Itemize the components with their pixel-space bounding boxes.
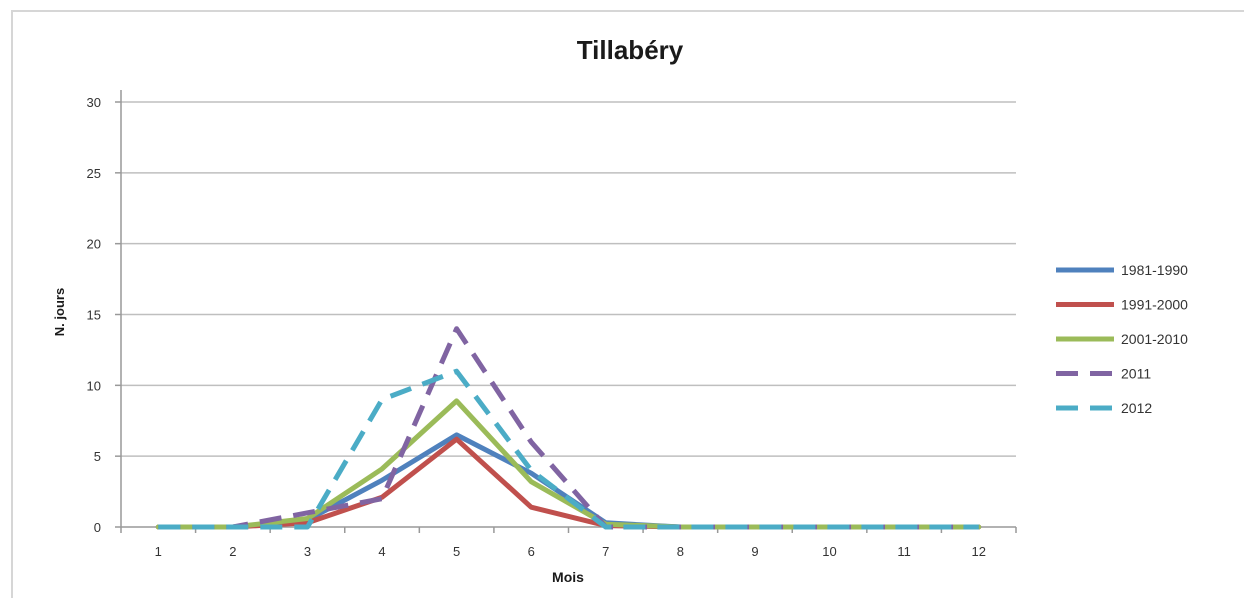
- data-point-1981-1990-5: [456, 434, 457, 435]
- y-tick-label: 15: [87, 308, 101, 323]
- y-tick-label: 30: [87, 95, 101, 110]
- data-point-2001-2010-3: [307, 518, 308, 519]
- data-point-2012-7: [605, 527, 606, 528]
- data-point-1991-2000-4: [382, 497, 383, 498]
- x-tick-label: 12: [971, 544, 985, 559]
- data-point-2001-2010-6: [531, 481, 532, 482]
- y-tick-label: 0: [94, 520, 101, 535]
- series-line-1981-1990: [155, 432, 982, 530]
- data-point-2011-3: [307, 512, 308, 513]
- x-tick-label: 8: [677, 544, 684, 559]
- x-tick-label: 3: [304, 544, 311, 559]
- legend-label: 1991-2000: [1121, 297, 1188, 313]
- x-tick-label: 11: [897, 544, 911, 559]
- data-point-2012-11: [904, 527, 905, 528]
- series-line-1991-2000: [155, 436, 982, 530]
- chart-title: Tillabéry: [577, 35, 684, 65]
- data-point-2012-3: [307, 527, 308, 528]
- data-point-1991-2000-6: [531, 507, 532, 508]
- x-tick-label: 2: [229, 544, 236, 559]
- series-line-2012: [158, 368, 979, 530]
- data-point-2012-12: [978, 527, 979, 528]
- legend-label: 2011: [1121, 366, 1151, 382]
- data-point-2012-9: [754, 527, 755, 528]
- data-point-2012-4: [382, 399, 383, 400]
- data-point-2012-1: [158, 527, 159, 528]
- series-layer: [155, 326, 982, 530]
- data-point-2012-8: [680, 527, 681, 528]
- data-point-1981-1990-4: [382, 480, 383, 481]
- legend: 1981-1990 1991-2000 2001-2010 2011 2012: [1056, 262, 1188, 416]
- legend-label: 2001-2010: [1121, 331, 1188, 347]
- data-point-1981-1990-6: [531, 473, 532, 474]
- y-tick-label: 25: [87, 166, 101, 181]
- data-point-2001-2010-5: [456, 400, 457, 401]
- legend-label: 2012: [1121, 400, 1152, 416]
- data-point-1991-2000-5: [456, 439, 457, 440]
- data-point-2011-5: [456, 328, 457, 329]
- data-point-2011-4: [382, 498, 383, 499]
- legend-label: 1981-1990: [1121, 262, 1188, 278]
- x-tick-label: 5: [453, 544, 460, 559]
- y-tick-label: 10: [87, 378, 101, 393]
- series-line-2001-2010: [155, 398, 982, 530]
- y-tick-label: 5: [94, 449, 101, 464]
- data-point-2001-2010-4: [382, 468, 383, 469]
- y-axis-label: N. jours: [52, 288, 67, 336]
- x-tick-label: 10: [822, 544, 836, 559]
- data-point-2012-10: [829, 527, 830, 528]
- data-point-2011-6: [531, 442, 532, 443]
- data-point-2012-2: [232, 527, 233, 528]
- chart-frame: [11, 10, 1244, 598]
- x-tick-label: 1: [155, 544, 162, 559]
- x-axis-label: Mois: [552, 569, 584, 585]
- data-point-2012-5: [456, 371, 457, 372]
- x-tick-label: 6: [528, 544, 535, 559]
- x-tick-label: 4: [378, 544, 385, 559]
- x-tick-label: 9: [751, 544, 758, 559]
- y-tick-label: 20: [87, 237, 101, 252]
- x-tick-label: 7: [602, 544, 609, 559]
- data-point-2012-6: [531, 470, 532, 471]
- grid-layer: [121, 101, 1016, 457]
